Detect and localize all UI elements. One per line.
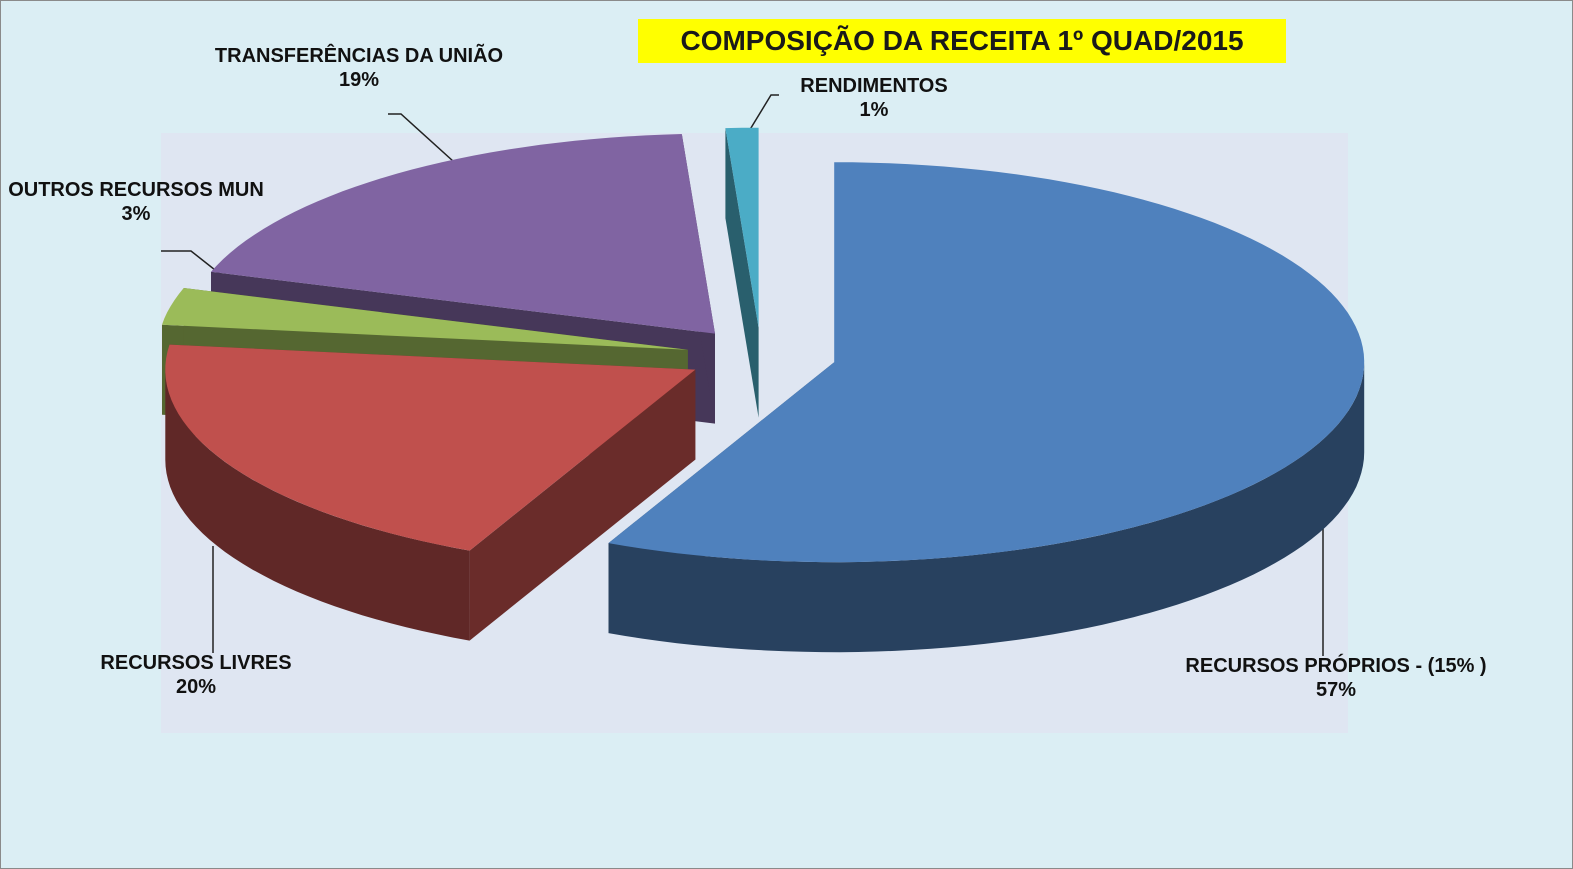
leader-line	[388, 113, 465, 172]
value-label: 57%	[1315, 679, 1357, 701]
slice-side	[165, 369, 470, 641]
slice	[725, 127, 759, 418]
slice-cut-face	[725, 128, 759, 418]
category-label: RECURSOS LIVRES	[100, 652, 292, 674]
category-label: RECURSOS PRÓPRIOS - (15% )	[1185, 655, 1487, 677]
data-label: RENDIMENTOS 1%	[764, 74, 984, 122]
slice-side	[608, 362, 1365, 653]
leader-line	[742, 94, 779, 142]
category-label: OUTROS RECURSOS MUN	[8, 179, 264, 201]
data-label: RECURSOS PRÓPRIOS - (15% ) 57%	[1171, 654, 1501, 702]
slice-top	[211, 134, 715, 334]
value-label: 20%	[175, 676, 217, 698]
slice-top	[725, 127, 759, 328]
value-label: 19%	[338, 69, 380, 91]
slice	[165, 344, 696, 641]
chart-title: COMPOSIÇÃO DA RECEITA 1º QUAD/2015	[638, 19, 1286, 63]
slice-top	[165, 344, 696, 551]
category-label: RENDIMENTOS	[800, 75, 948, 97]
slice-top	[162, 288, 688, 350]
data-label: OUTROS RECURSOS MUN 3%	[0, 178, 276, 226]
slice-top	[608, 162, 1365, 563]
value-label: 1%	[859, 99, 889, 121]
data-label: TRANSFERÊNCIAS DA UNIÃO 19%	[209, 44, 509, 92]
data-label: RECURSOS LIVRES 20%	[66, 651, 326, 699]
category-label: TRANSFERÊNCIAS DA UNIÃO	[214, 45, 504, 67]
value-label: 3%	[121, 203, 151, 225]
slice	[608, 162, 1365, 653]
